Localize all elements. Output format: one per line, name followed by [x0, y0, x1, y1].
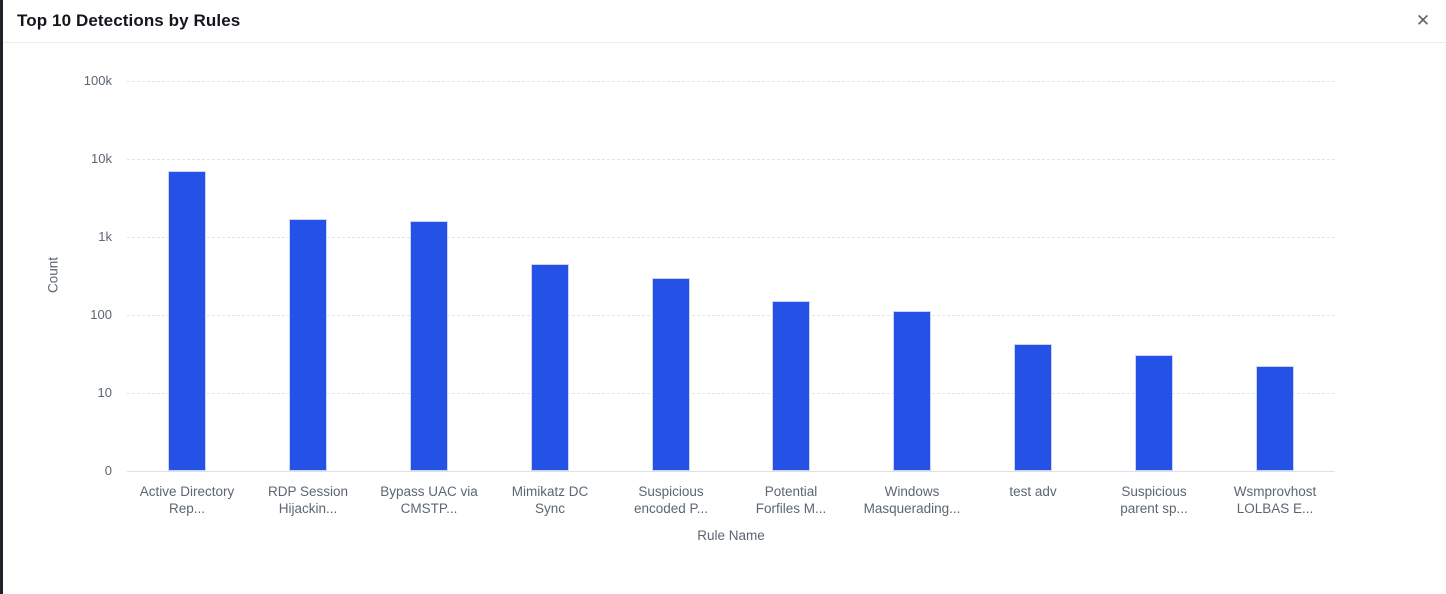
- x-tick-label: RDP Session Hijackin...: [267, 484, 349, 516]
- panel-header: Top 10 Detections by Rules ✕: [3, 0, 1446, 43]
- bar-4[interactable]: [531, 264, 569, 471]
- x-tick-label: Suspicious encoded P...: [633, 484, 709, 516]
- bar-3[interactable]: [410, 221, 448, 471]
- y-tick-label: 100: [90, 307, 112, 322]
- y-gridline: [127, 237, 1335, 238]
- bar-8[interactable]: [1014, 344, 1052, 471]
- bar-5[interactable]: [652, 278, 690, 471]
- y-tick-label: 100k: [83, 73, 112, 88]
- y-gridline: [127, 81, 1335, 82]
- x-tick-label: test adv: [1009, 484, 1057, 499]
- bar-6[interactable]: [772, 301, 810, 471]
- panel-title: Top 10 Detections by Rules: [17, 11, 241, 30]
- x-tick-label: Suspicious parent sp...: [1120, 484, 1188, 516]
- bar-9[interactable]: [1135, 355, 1173, 471]
- x-tick-label: Wsmprovhost LOLBAS E...: [1233, 484, 1317, 516]
- y-tick-label: 0: [104, 463, 112, 478]
- x-tick-label: Bypass UAC via CMSTP...: [380, 484, 478, 516]
- x-tick-label: Active Directory Rep...: [139, 484, 235, 516]
- left-edge-strip: [0, 0, 3, 594]
- y-tick-label: 10: [97, 385, 112, 400]
- y-gridline: [127, 393, 1335, 394]
- x-tick-label: Mimikatz DC Sync: [511, 484, 589, 516]
- y-gridline: [127, 159, 1335, 160]
- bar-1[interactable]: [168, 171, 206, 471]
- close-button[interactable]: ✕: [1409, 7, 1437, 35]
- y-tick-label: 10k: [91, 151, 112, 166]
- bar-7[interactable]: [893, 311, 931, 471]
- y-gridline: [127, 315, 1335, 316]
- y-tick-label: 1k: [98, 229, 112, 244]
- bar-2[interactable]: [289, 219, 327, 471]
- x-tick-label: Potential Forfiles M...: [755, 484, 827, 516]
- y-axis-title: Count: [45, 256, 61, 294]
- x-tick-label: Windows Masquerading...: [863, 484, 961, 516]
- x-axis-line: [127, 471, 1335, 472]
- bar-10[interactable]: [1256, 366, 1294, 471]
- x-axis-title: Rule Name: [697, 528, 765, 543]
- close-icon: ✕: [1415, 11, 1431, 30]
